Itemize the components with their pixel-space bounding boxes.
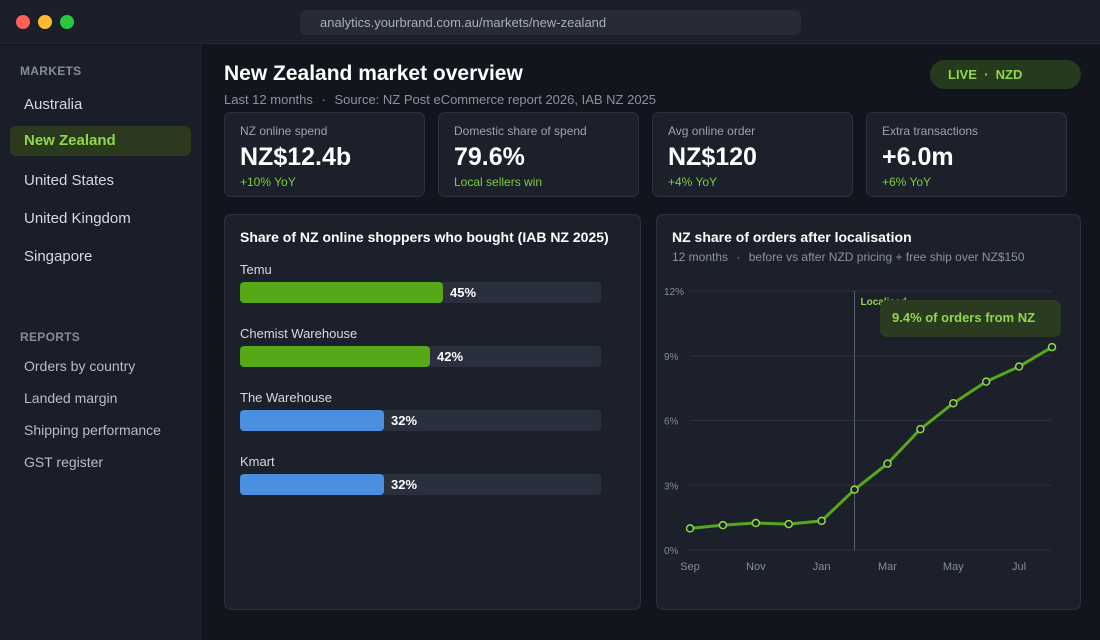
data-point bbox=[850, 485, 859, 494]
y-tick-label: 12% bbox=[664, 287, 684, 298]
y-tick-label: 3% bbox=[664, 481, 679, 492]
minimize-window-button[interactable] bbox=[38, 15, 52, 29]
x-tick-label: Mar bbox=[878, 561, 897, 573]
sidebar-item-new-zealand[interactable]: New Zealand bbox=[10, 126, 191, 156]
sidebar-item-singapore[interactable]: Singapore bbox=[24, 248, 93, 265]
bar-label: Chemist Warehouse bbox=[240, 326, 358, 341]
x-tick-label: May bbox=[943, 561, 964, 573]
y-tick-label: 6% bbox=[664, 417, 679, 428]
data-point bbox=[685, 524, 695, 533]
data-point bbox=[949, 398, 958, 408]
data-point bbox=[751, 518, 761, 528]
sidebar: MARKETS Australia New Zealand United Sta… bbox=[0, 45, 202, 640]
page-title: New Zealand market overview bbox=[224, 62, 523, 85]
data-point bbox=[1047, 342, 1057, 352]
period-label: Last 12 months bbox=[224, 92, 313, 107]
y-tick-label: 9% bbox=[664, 352, 679, 363]
kpi-value: 79.6% bbox=[454, 143, 525, 171]
sidebar-item-australia[interactable]: Australia bbox=[24, 96, 83, 113]
line-chart: 0%3%6%9%12%SepNovJanMarMayJulLocalised bbox=[664, 287, 1057, 573]
address-bar[interactable]: analytics.yourbrand.com.au/markets/new-z… bbox=[300, 10, 801, 35]
series-line bbox=[689, 345, 1053, 530]
kpi-delta: +10% YoY bbox=[240, 175, 296, 189]
kpi-delta: +6% YoY bbox=[882, 175, 932, 189]
data-point bbox=[1014, 362, 1024, 371]
bar-value-label: 42% bbox=[437, 349, 464, 364]
bar-track: 42% bbox=[240, 346, 601, 367]
bar-label: The Warehouse bbox=[240, 390, 333, 405]
y-tick-label: 0% bbox=[664, 546, 679, 557]
kpi-label: NZ online spend bbox=[240, 124, 328, 138]
subtitle-separator: · bbox=[321, 92, 326, 107]
kpi-card-domestic-share: Domestic share of spend 79.6% Local sell… bbox=[438, 112, 639, 197]
bar-track: 45% bbox=[240, 282, 601, 303]
bar-track: 32% bbox=[240, 410, 601, 431]
source-label: Source: NZ Post eCommerce report 2026, I… bbox=[334, 92, 657, 107]
kpi-label: Domestic share of spend bbox=[454, 124, 587, 138]
bar-value-label: 32% bbox=[391, 413, 418, 428]
close-window-button[interactable] bbox=[16, 15, 30, 29]
kpi-value: +6.0m bbox=[882, 143, 954, 171]
data-point bbox=[916, 424, 925, 434]
nz-share-line-chart-panel: NZ share of orders after localisation 12… bbox=[656, 214, 1081, 610]
bar bbox=[240, 474, 384, 495]
line-chart-detail: before vs after NZD pricing + free ship … bbox=[748, 250, 1025, 264]
bar-track: 32% bbox=[240, 474, 601, 495]
sidebar-item-shipping-performance[interactable]: Shipping performance bbox=[24, 422, 161, 438]
sidebar-item-gst-register[interactable]: GST register bbox=[24, 454, 104, 470]
browser-titlebar: analytics.yourbrand.com.au/markets/new-z… bbox=[0, 0, 1100, 44]
data-point bbox=[883, 459, 892, 468]
kpi-card-avg-order: Avg online order NZ$120 +4% YoY bbox=[652, 112, 853, 197]
bar-value-label: 45% bbox=[450, 285, 477, 300]
data-point bbox=[817, 516, 826, 526]
reports-heading: REPORTS bbox=[20, 330, 81, 344]
line-chart-period: 12 months bbox=[672, 250, 729, 264]
maximize-window-button[interactable] bbox=[60, 15, 74, 29]
bar-label: Kmart bbox=[240, 454, 275, 469]
line-chart-title: NZ share of orders after localisation bbox=[672, 229, 912, 245]
page-subtitle: Last 12 months · Source: NZ Post eCommer… bbox=[224, 92, 656, 107]
bar-value-label: 32% bbox=[391, 477, 418, 492]
kpi-value: NZ$12.4b bbox=[240, 143, 352, 171]
data-point bbox=[981, 377, 991, 386]
latest-value-tooltip: 9.4% of orders from NZ bbox=[880, 300, 1061, 337]
x-tick-label: Nov bbox=[746, 561, 766, 573]
bar bbox=[240, 410, 384, 431]
x-tick-label: Sep bbox=[680, 561, 700, 573]
line-chart-subtitle: 12 months · before vs after NZD pricing … bbox=[672, 250, 1025, 264]
kpi-delta: +4% YoY bbox=[668, 175, 718, 189]
sidebar-item-orders-by-country[interactable]: Orders by country bbox=[24, 358, 136, 374]
kpi-label: Extra transactions bbox=[882, 124, 979, 138]
markets-heading: MARKETS bbox=[20, 64, 82, 78]
sidebar-item-united-states[interactable]: United States bbox=[24, 172, 115, 189]
data-point bbox=[718, 520, 728, 530]
line-chart-separator: · bbox=[736, 250, 741, 264]
bar bbox=[240, 346, 430, 367]
x-tick-label: Jan bbox=[813, 561, 831, 573]
kpi-card-extra-transactions: Extra transactions +6.0m +6% YoY bbox=[866, 112, 1067, 197]
sidebar-item-united-kingdom[interactable]: United Kingdom bbox=[24, 210, 131, 227]
bar-chart-title: Share of NZ online shoppers who bought (… bbox=[240, 229, 609, 245]
kpi-label: Avg online order bbox=[668, 124, 756, 138]
shoppers-bar-chart-panel: Share of NZ online shoppers who bought (… bbox=[224, 214, 641, 610]
kpi-value: NZ$120 bbox=[668, 143, 757, 171]
x-tick-label: Jul bbox=[1012, 561, 1026, 573]
bar-label: Temu bbox=[240, 262, 272, 277]
sidebar-item-landed-margin[interactable]: Landed margin bbox=[24, 390, 118, 406]
bar bbox=[240, 282, 443, 303]
kpi-delta: Local sellers win bbox=[454, 175, 543, 189]
data-point bbox=[784, 519, 793, 529]
kpi-card-online-spend: NZ online spend NZ$12.4b +10% YoY bbox=[224, 112, 425, 197]
live-currency-badge: LIVE · NZD bbox=[930, 60, 1081, 89]
